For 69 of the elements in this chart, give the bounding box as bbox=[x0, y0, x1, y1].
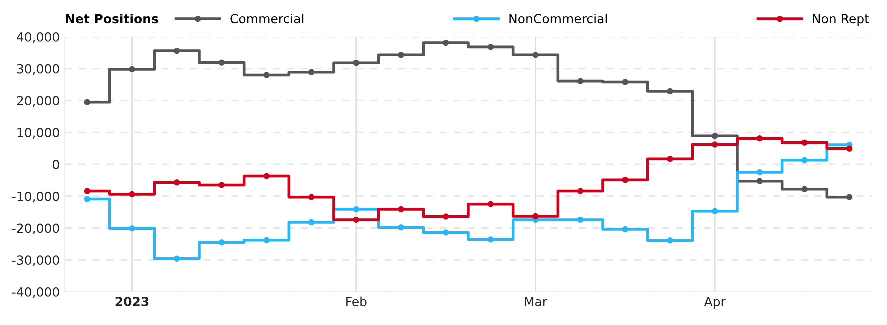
point bbox=[846, 146, 853, 152]
point bbox=[667, 88, 674, 95]
y-tick-label: 40,000 bbox=[17, 32, 60, 44]
legend-title: Net Positions bbox=[66, 14, 158, 24]
point bbox=[84, 196, 91, 202]
point bbox=[308, 69, 315, 76]
point bbox=[712, 208, 718, 214]
point bbox=[264, 173, 270, 180]
point bbox=[532, 213, 539, 220]
legend-label: Commercial bbox=[230, 14, 304, 24]
point bbox=[353, 60, 360, 66]
point bbox=[264, 72, 270, 78]
point bbox=[308, 219, 315, 226]
y-tick-label: -20,000 bbox=[12, 224, 60, 234]
y-tick-label: 20,000 bbox=[17, 96, 60, 107]
y-tick-label: 30,000 bbox=[17, 64, 60, 76]
point bbox=[129, 66, 136, 73]
point bbox=[84, 99, 91, 106]
point bbox=[84, 188, 91, 194]
point bbox=[398, 224, 404, 231]
point bbox=[218, 60, 226, 66]
point bbox=[756, 169, 764, 176]
y-tick-label: -40,000 bbox=[12, 287, 60, 298]
point bbox=[532, 52, 539, 58]
point bbox=[129, 225, 136, 232]
point bbox=[174, 256, 180, 262]
point bbox=[577, 78, 584, 84]
y-tick-label: 0 bbox=[53, 160, 60, 170]
point bbox=[846, 194, 853, 200]
point bbox=[577, 188, 584, 194]
point bbox=[577, 216, 584, 224]
point bbox=[442, 230, 450, 236]
point bbox=[667, 238, 674, 244]
point bbox=[308, 194, 315, 200]
y-tick-label: -30,000 bbox=[12, 256, 60, 266]
point bbox=[802, 140, 808, 146]
x-tick-label: Feb bbox=[346, 296, 367, 307]
point bbox=[488, 44, 494, 50]
point bbox=[802, 186, 808, 192]
point bbox=[129, 191, 136, 198]
point bbox=[218, 239, 226, 246]
point bbox=[488, 236, 494, 243]
point bbox=[174, 48, 180, 54]
point bbox=[622, 79, 629, 86]
y-tick-label: 10,000 bbox=[18, 128, 60, 139]
point bbox=[712, 142, 718, 148]
point bbox=[398, 52, 404, 58]
legend-label: NonCommercial bbox=[510, 14, 608, 24]
point bbox=[756, 178, 764, 185]
x-tick-label: Apr bbox=[704, 297, 726, 309]
legend-label: Non Rept bbox=[813, 14, 870, 26]
point bbox=[622, 226, 629, 233]
point bbox=[353, 216, 360, 224]
point bbox=[488, 201, 494, 208]
point bbox=[264, 237, 270, 244]
point bbox=[802, 157, 808, 164]
point bbox=[218, 182, 226, 188]
point bbox=[756, 136, 764, 142]
point bbox=[353, 206, 360, 213]
point bbox=[174, 180, 180, 186]
point bbox=[442, 40, 450, 46]
x-tick-label: 2023 bbox=[116, 297, 149, 307]
point bbox=[667, 156, 674, 162]
point bbox=[398, 206, 404, 213]
x-tick-label: Mar bbox=[525, 297, 548, 307]
point bbox=[442, 214, 450, 220]
y-tick-label: -10,000 bbox=[12, 192, 60, 203]
point bbox=[622, 176, 629, 184]
point bbox=[712, 133, 718, 140]
